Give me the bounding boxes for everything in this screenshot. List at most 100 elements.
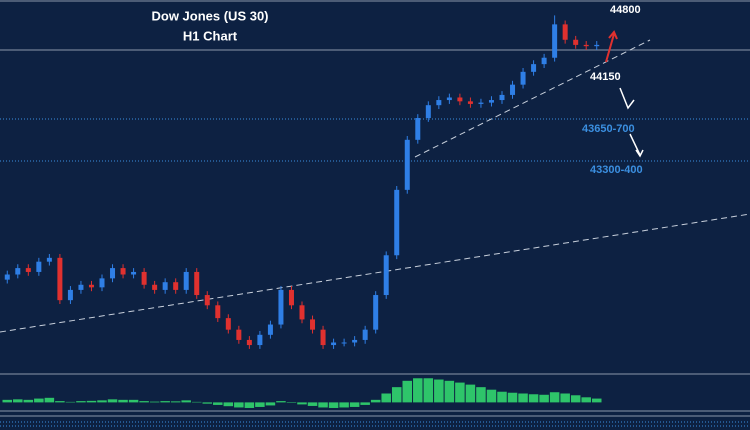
candle-body xyxy=(141,271,147,285)
candle-body xyxy=(541,57,547,65)
indicator-bar xyxy=(328,402,339,408)
indicator-bar xyxy=(413,378,423,403)
indicator-bar xyxy=(402,380,413,403)
indicator-bar xyxy=(434,379,444,403)
indicator-bar xyxy=(518,393,528,403)
candle-body xyxy=(520,71,526,85)
indicator-bar xyxy=(570,395,581,403)
indicator-bar xyxy=(234,402,244,408)
indicator-bar xyxy=(276,401,286,403)
indicator-bar xyxy=(297,402,307,405)
candle-body xyxy=(225,318,231,330)
candle-body xyxy=(78,284,84,290)
candle-body xyxy=(36,261,42,272)
indicator-bar xyxy=(444,380,455,403)
candle-body xyxy=(331,342,337,346)
indicator-bar xyxy=(255,402,265,407)
indicator-bar xyxy=(213,402,223,405)
indicator-bar xyxy=(97,400,107,403)
candle-body xyxy=(215,305,221,319)
candle-body xyxy=(299,305,305,320)
candle-body xyxy=(120,268,126,275)
annotation: 44150 xyxy=(590,71,621,83)
indicator-bar xyxy=(507,392,518,403)
candle-body xyxy=(46,257,52,262)
indicator-bar xyxy=(244,402,255,408)
candle-body xyxy=(594,44,600,47)
candle-body xyxy=(4,274,10,280)
indicator-bar xyxy=(65,401,76,403)
candle-body xyxy=(162,282,168,290)
candle-body xyxy=(278,289,284,325)
candle-body xyxy=(320,329,326,346)
candle-body xyxy=(173,282,179,290)
indicator-bar xyxy=(476,387,486,403)
indicator-bar xyxy=(349,402,360,407)
candle-body xyxy=(194,271,200,296)
candle-body xyxy=(183,271,189,290)
candle-body xyxy=(110,268,116,279)
chart-title: Dow Jones (US 30) xyxy=(151,8,268,23)
candle-body xyxy=(373,295,379,330)
candle-body xyxy=(457,97,463,102)
indicator-bar xyxy=(318,402,328,408)
indicator-bar xyxy=(118,399,128,403)
candle-body xyxy=(415,118,421,140)
indicator-bar xyxy=(149,401,160,403)
candle-body xyxy=(404,139,410,190)
candle-body xyxy=(562,24,568,40)
indicator-bar xyxy=(202,402,213,404)
indicator-bar xyxy=(55,401,65,403)
indicator-bar xyxy=(191,401,202,403)
annotation: 44800 xyxy=(610,4,641,16)
chart-subtitle: H1 Chart xyxy=(183,28,238,43)
candle-body xyxy=(257,334,263,346)
indicator-bar xyxy=(560,393,570,403)
candle-body xyxy=(383,255,389,296)
candle-body xyxy=(204,295,210,306)
indicator-bar xyxy=(581,397,591,403)
candle-body xyxy=(573,39,579,45)
indicator-bar xyxy=(591,398,602,403)
candle-body xyxy=(99,278,105,288)
indicator-bar xyxy=(13,399,23,403)
candle-body xyxy=(88,284,94,288)
indicator-bar xyxy=(34,398,44,403)
candle-body xyxy=(425,105,431,119)
indicator-bar xyxy=(107,399,118,403)
candle-body xyxy=(15,268,21,275)
candle-body xyxy=(25,268,31,272)
indicator-bar xyxy=(528,394,539,403)
indicator-bar xyxy=(486,389,497,403)
candle-body xyxy=(467,101,473,104)
annotation: 43650-700 xyxy=(582,123,635,135)
candle-body xyxy=(341,342,347,344)
indicator-bar xyxy=(139,401,149,403)
candle-body xyxy=(267,324,273,335)
indicator-bar xyxy=(423,378,434,403)
indicator-bar xyxy=(465,384,476,403)
arrow xyxy=(629,133,644,158)
indicator-bar xyxy=(391,387,402,403)
candle-body xyxy=(152,284,158,290)
indicator-bar xyxy=(181,400,191,403)
indicator-bar xyxy=(76,401,86,403)
indicator-bar xyxy=(307,402,318,406)
candle-body xyxy=(310,319,316,330)
candle-body xyxy=(531,64,537,72)
candle-body xyxy=(236,329,242,340)
candle-body xyxy=(246,339,252,346)
candle-body xyxy=(131,271,137,275)
indicator-bar xyxy=(549,392,560,403)
indicator-bar xyxy=(455,382,465,403)
candle-body xyxy=(510,84,516,95)
indicator-bar xyxy=(339,402,349,408)
indicator-bar xyxy=(128,399,139,403)
trend-line xyxy=(0,213,750,333)
candle-body xyxy=(583,44,589,47)
indicator-bar xyxy=(286,402,297,403)
candle-body xyxy=(67,289,73,301)
